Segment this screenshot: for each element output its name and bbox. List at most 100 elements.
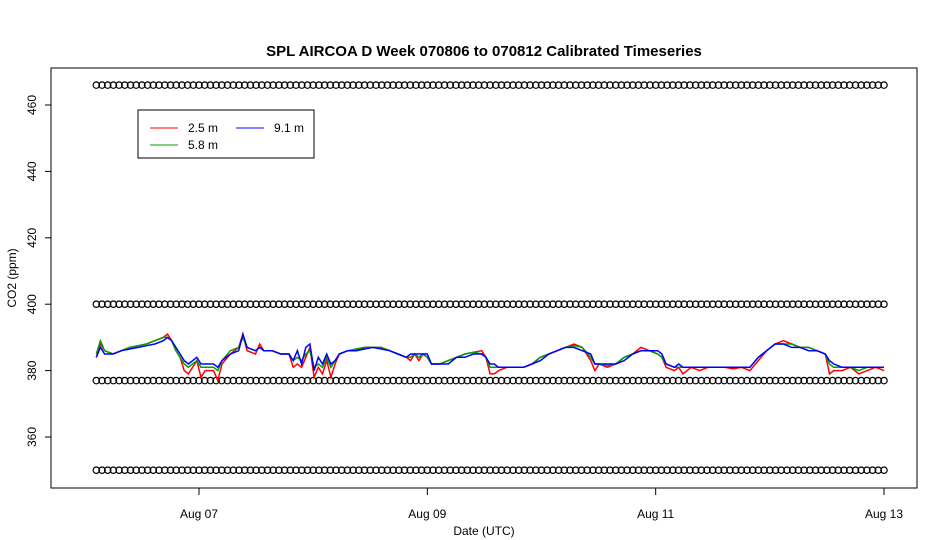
calibration-point [771,300,780,309]
calibration-point [332,300,340,309]
calibration-point [680,300,689,309]
calibration-point [377,466,386,475]
calibration-point [309,300,318,309]
calibration-point [880,81,888,89]
calibration-point [200,81,209,89]
calibration-point [611,376,620,385]
calibration-point [491,81,500,89]
calibration-point [389,300,397,309]
calibration-point [161,81,169,89]
calibration-point [183,466,192,475]
calibration-point [229,300,238,309]
calibration-point [486,376,494,385]
calibration-point [811,376,820,385]
calibration-point [263,81,272,89]
calibration-point [611,466,620,475]
calibration-point [115,466,123,475]
calibration-point [817,376,826,385]
calibration-point [309,376,318,385]
calibration-point [474,376,483,385]
calibration-point [349,376,357,385]
y-tick-label: 440 [25,161,39,181]
calibration-point [183,300,192,309]
calibration-point [189,466,198,475]
calibration-point [286,466,295,475]
calibration-point [880,300,888,309]
calibration-point [800,376,808,385]
calibration-point [794,300,803,309]
calibration-point [514,300,523,309]
calibration-point [497,376,506,385]
calibration-point [783,81,791,89]
calibration-point [446,376,455,385]
calibration-point [543,81,552,89]
calibration-point [840,466,848,475]
calibration-point [600,300,609,309]
y-tick-label: 420 [25,227,39,247]
calibration-point [303,376,312,385]
calibration-point [651,466,660,475]
calibration-point [554,376,563,385]
calibration-point [640,376,649,385]
calibration-point [560,81,569,89]
calibration-point [269,300,278,309]
calibration-point [389,81,397,89]
calibration-point [748,300,757,309]
calibration-point [743,466,751,475]
calibration-point [680,376,689,385]
calibration-point [754,81,763,89]
calibration-point [326,300,335,309]
calibration-point [674,300,683,309]
calibration-point [537,300,546,309]
calibration-point [372,376,380,385]
calibration-point [280,376,289,385]
calibration-point [857,376,866,385]
calibration-point [200,466,209,475]
calibration-point [394,81,403,89]
calibration-point [320,81,329,89]
calibration-point [611,300,620,309]
calibration-point [537,81,546,89]
calibration-point [138,81,146,89]
calibration-point [868,300,877,309]
calibration-point [623,81,631,89]
calibration-point [332,466,340,475]
calibration-point [811,466,820,475]
calibration-point [121,300,129,309]
calibration-point [726,81,734,89]
calibration-point [252,300,260,309]
calibration-point [206,376,215,385]
calibration-point [429,466,437,475]
calibration-point [726,300,734,309]
calibration-point [771,376,780,385]
calibration-point [178,300,186,309]
calibration-point [771,466,780,475]
calibration-point [663,376,671,385]
calibration-point [394,376,403,385]
calibration-point [606,300,614,309]
calibration-point [851,300,860,309]
calibration-point [526,81,534,89]
calibration-point [880,466,888,475]
calibration-point [646,300,654,309]
calibration-point [811,300,820,309]
calibration-point [788,466,797,475]
y-axis: 360 380 400 420 440 460 [25,95,51,447]
calibration-point [788,300,797,309]
calibration-point [297,300,306,309]
calibration-point [246,81,255,89]
calibration-point [372,300,380,309]
calibration-point [429,376,437,385]
calibration-point [845,81,854,89]
calibration-point [269,81,278,89]
x-tick-label: Aug 13 [865,507,903,521]
calibration-point [571,81,580,89]
calibration-point [765,376,774,385]
y-axis-label: CO2 (ppm) [5,248,19,307]
calibration-point [628,81,637,89]
calibration-point [845,300,854,309]
calibration-point [206,466,215,475]
calibration-point [423,81,432,89]
calibration-point [480,466,489,475]
calibration-point [263,300,272,309]
